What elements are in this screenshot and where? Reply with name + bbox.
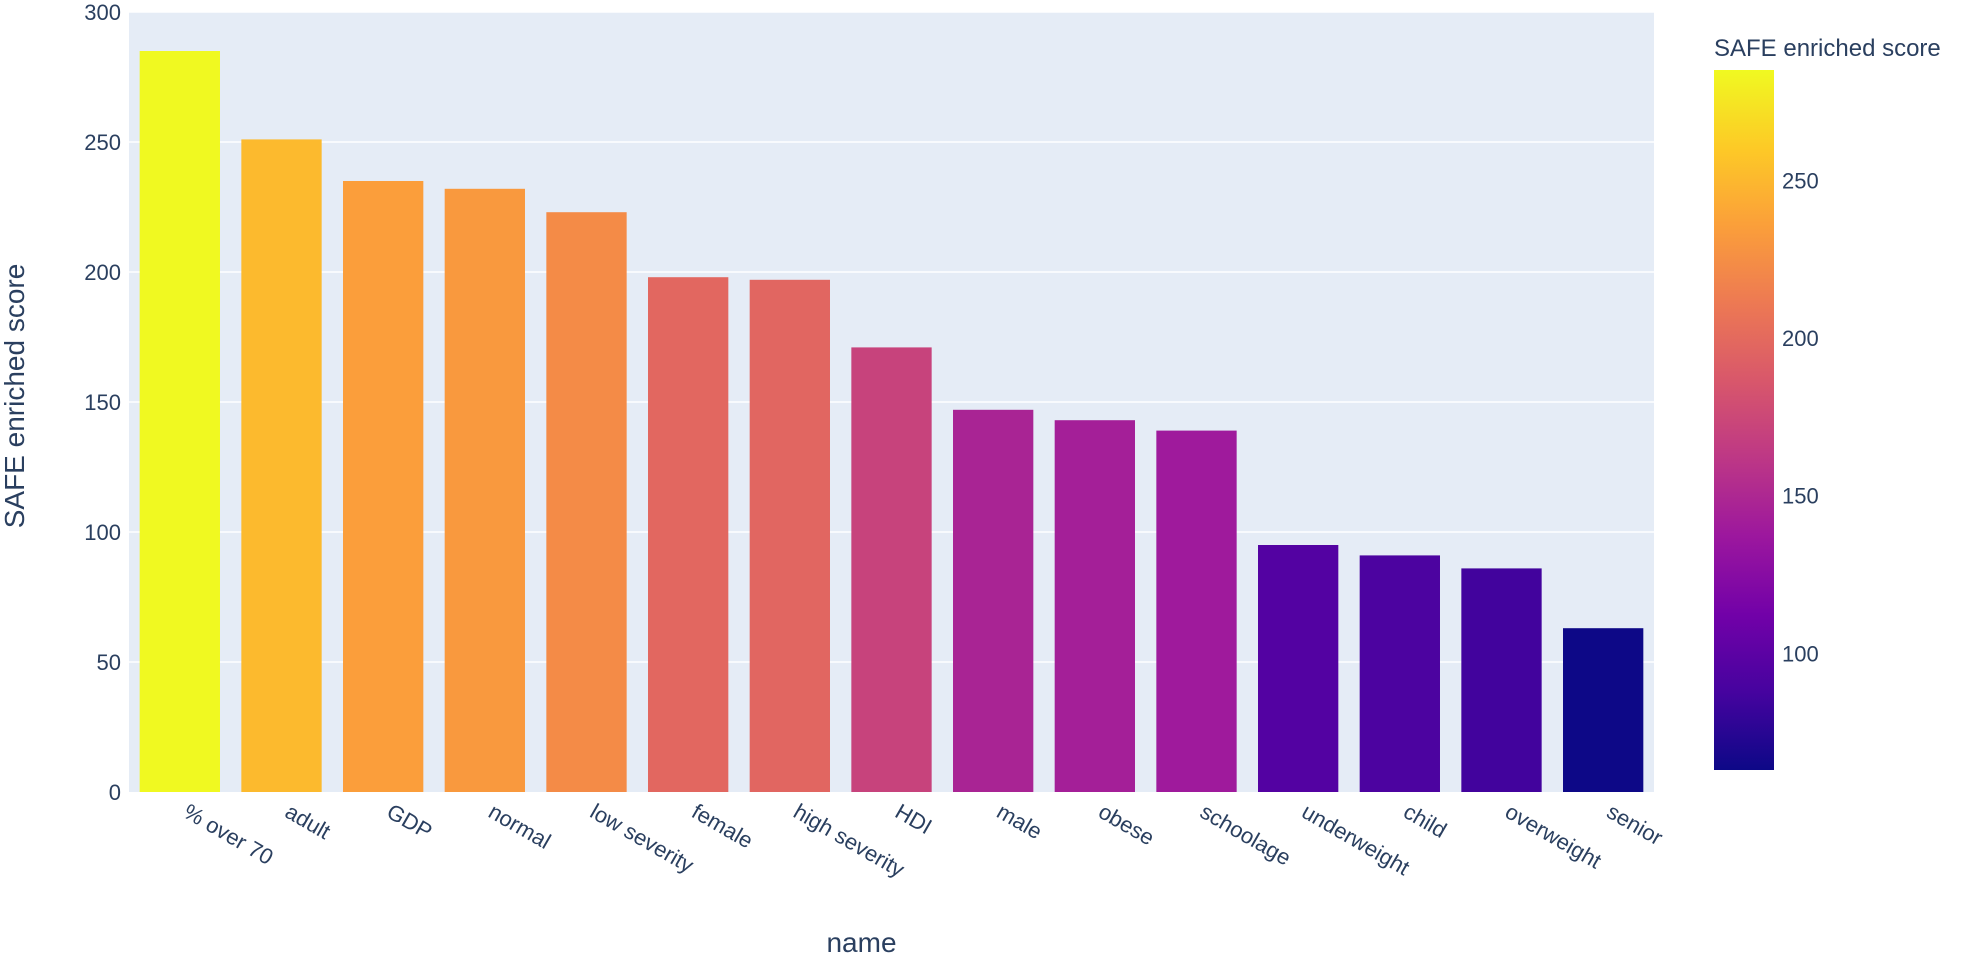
x-tick-label: schoolage [1196, 799, 1295, 871]
y-tick-label: 250 [84, 130, 121, 155]
x-tick-label: high severity [789, 799, 908, 882]
colorbar-ticks: 100 150 200 250 [1782, 168, 1819, 666]
y-axis-title: SAFE enriched score [0, 264, 30, 529]
bar-underweight [1258, 545, 1339, 792]
bar-hdi [851, 347, 932, 792]
bar-overweight [1461, 568, 1542, 792]
y-tick-label: 300 [84, 0, 121, 25]
bar-high-severity [749, 279, 830, 792]
x-tick-label: low severity [586, 799, 698, 878]
bar-child [1359, 555, 1440, 792]
bar--over-70 [139, 51, 220, 792]
bar-gdp [343, 181, 424, 792]
x-tick-label: male [993, 799, 1047, 844]
y-tick-label: 200 [84, 260, 121, 285]
bar-male [953, 409, 1034, 792]
x-tick-label: female [688, 799, 758, 854]
y-tick-label: 0 [109, 780, 121, 805]
x-tick-label: underweight [1298, 799, 1414, 881]
colorbar-tick-label: 150 [1782, 484, 1819, 509]
x-tick-label: senior [1603, 799, 1667, 851]
x-axis-title: name [826, 927, 896, 955]
colorbar-title: SAFE enriched score [1714, 35, 1941, 62]
y-tick-label: 150 [84, 390, 121, 415]
bar-obese [1054, 420, 1135, 792]
x-tick-label: adult [281, 799, 335, 845]
bar-female [648, 277, 729, 792]
x-axis-ticks: % over 70 adult GDP normal low severityfemal… [179, 799, 1667, 882]
x-tick-label: overweight [1501, 799, 1606, 874]
bar-senior [1563, 628, 1644, 792]
x-tick-label: GDP [383, 799, 437, 844]
y-axis-ticks: 0 50 100 150 200 250 300 [84, 0, 121, 805]
x-tick-label: child [1399, 799, 1451, 843]
y-tick-label: 100 [84, 520, 121, 545]
x-tick-label: obese [1094, 799, 1158, 851]
bar-schoolage [1156, 430, 1237, 792]
bar-normal [444, 188, 525, 793]
bar-low-severity [546, 212, 627, 792]
x-tick-label: normal [484, 799, 555, 854]
colorbar-tick-label: 200 [1782, 326, 1819, 351]
colorbar-tick-label: 100 [1782, 641, 1819, 666]
colorbar-tick-label: 250 [1782, 168, 1819, 193]
y-tick-label: 50 [97, 650, 121, 675]
x-tick-label: % over 70 [179, 799, 277, 870]
colorbar-gradient [1714, 70, 1774, 770]
bars [139, 51, 1644, 793]
colorbar: SAFE enriched score 100 150 200 250 [1714, 35, 1941, 770]
bar-adult [241, 139, 322, 792]
x-tick-label: HDI [891, 799, 936, 840]
